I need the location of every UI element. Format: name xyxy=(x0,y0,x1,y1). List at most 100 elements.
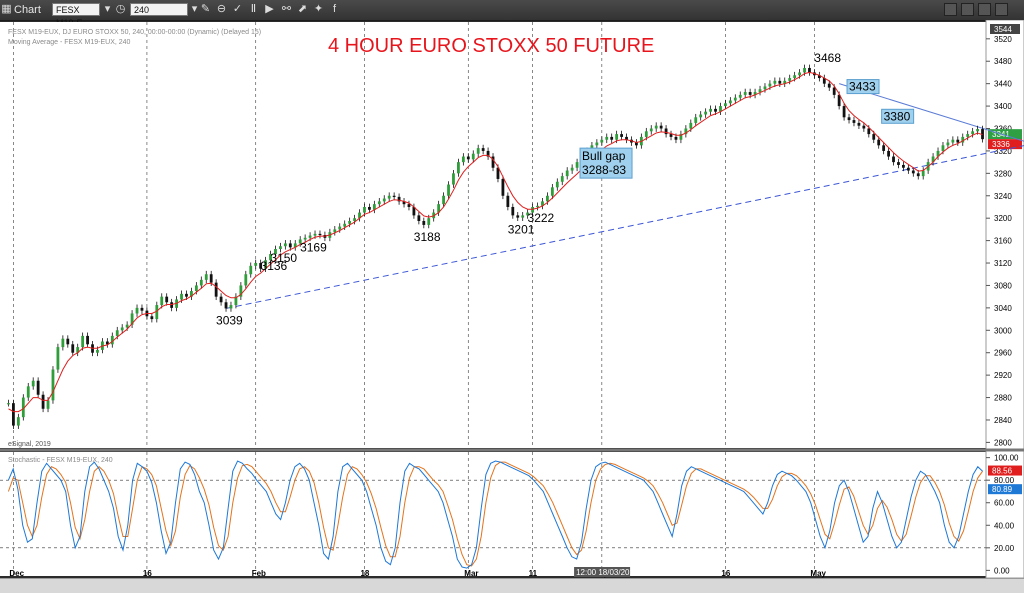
price-bar xyxy=(180,293,183,300)
price-bar xyxy=(313,233,317,236)
price-bar xyxy=(575,162,579,168)
price-bar xyxy=(199,279,203,286)
price-bar xyxy=(733,97,737,101)
price-bar xyxy=(748,92,752,95)
price-bar xyxy=(625,136,628,140)
annotation-label: 3188 xyxy=(414,230,441,244)
price-legend: FESX M19-EUX, DJ EURO STOXX 50, 240, 00:… xyxy=(8,29,261,36)
restore-button[interactable] xyxy=(978,3,991,16)
price-bar xyxy=(743,92,747,95)
price-bar xyxy=(684,128,688,135)
maximize-button[interactable] xyxy=(961,3,974,16)
chart-canvas[interactable]: Dec16Feb18Mar11Apr16May1612:00 18/03/201… xyxy=(0,20,1024,578)
interval-dropdown-icon[interactable]: ▾ xyxy=(191,3,198,15)
price-bar xyxy=(155,305,159,320)
price-bar xyxy=(981,129,984,140)
price-bar xyxy=(293,243,297,248)
price-bar xyxy=(714,108,717,112)
grid-icon[interactable]: ▦ xyxy=(1,3,12,15)
price-bar xyxy=(882,145,886,151)
price-bar xyxy=(842,106,846,118)
price-bar xyxy=(496,167,500,179)
price-bar xyxy=(694,117,698,123)
price-bar xyxy=(615,134,619,140)
status-bar xyxy=(0,578,1024,593)
price-bar xyxy=(906,167,910,171)
minimize-button[interactable] xyxy=(944,3,957,16)
price-bar xyxy=(110,335,114,345)
y-tick-label: 3080 xyxy=(994,281,1012,290)
symbol-input[interactable]: FESX M19-E xyxy=(52,3,100,28)
price-bar xyxy=(12,403,15,426)
price-bar xyxy=(185,293,188,297)
check-icon[interactable]: ✓ xyxy=(232,3,243,15)
price-bar xyxy=(827,83,831,88)
x-tick-label: Dec xyxy=(9,569,24,578)
price-bar xyxy=(279,246,282,250)
stoch-y-tick-label: 80.00 xyxy=(994,476,1015,485)
price-bar xyxy=(946,142,950,146)
price-bar xyxy=(214,282,218,297)
stoch-y-tick-label: 0.00 xyxy=(994,566,1010,575)
clock-icon[interactable]: ◷ xyxy=(115,3,126,15)
zoom-out-icon[interactable]: ⊖ xyxy=(216,3,227,15)
price-bar xyxy=(96,349,99,353)
price-bar xyxy=(481,148,485,151)
price-bar xyxy=(249,265,253,275)
close-button[interactable] xyxy=(995,3,1008,16)
esignal-logo: eSignal, 2019 xyxy=(8,441,51,448)
price-bar xyxy=(61,338,65,348)
x-tick-label: Mar xyxy=(464,569,478,578)
price-bar xyxy=(728,100,732,104)
price-bar xyxy=(36,380,40,395)
price-bar xyxy=(348,220,352,224)
price-bar xyxy=(689,122,693,129)
chart-title: 4 HOUR EURO STOXX 50 FUTURE xyxy=(328,35,654,57)
price-bar xyxy=(778,80,782,84)
price-bar xyxy=(649,128,653,132)
pause-icon[interactable]: Ⅱ xyxy=(250,3,257,15)
y-tick-label: 3200 xyxy=(994,214,1012,223)
price-bar xyxy=(877,139,881,146)
price-bar xyxy=(654,125,658,129)
price-bar xyxy=(397,196,401,202)
twitter-icon[interactable]: ✦ xyxy=(313,3,324,15)
y-tick-label: 3240 xyxy=(994,192,1012,201)
draw-tool-icon[interactable]: ✎ xyxy=(200,3,211,15)
price-bar xyxy=(763,86,767,90)
price-bar xyxy=(511,206,515,216)
price-bar xyxy=(892,156,895,163)
y-tick-label: 3040 xyxy=(994,304,1012,313)
price-bar xyxy=(382,198,386,202)
price-bar xyxy=(190,291,193,297)
price-bar xyxy=(353,218,356,221)
price-bar xyxy=(546,195,549,202)
annotation-label: 3150 xyxy=(270,251,297,265)
price-bar xyxy=(669,134,673,137)
play-icon[interactable]: ▶ xyxy=(265,3,274,15)
symbol-search-icon[interactable]: ▾ xyxy=(104,3,111,15)
price-bar xyxy=(471,153,475,160)
annotation-label: 3222 xyxy=(528,211,555,225)
price-bar xyxy=(793,75,797,79)
link-icon[interactable]: ⚯ xyxy=(281,3,292,15)
price-bar xyxy=(160,296,164,306)
annotation-label: 3201 xyxy=(508,223,535,237)
price-bar xyxy=(941,145,945,151)
y-tick-label: 3520 xyxy=(994,35,1012,44)
price-bar xyxy=(333,229,337,233)
price-bar xyxy=(71,344,75,353)
price-bar xyxy=(753,92,757,95)
interval-input[interactable]: 240 xyxy=(130,3,188,16)
annotation-label: 3136 xyxy=(261,259,288,273)
share-icon[interactable]: ⬈ xyxy=(297,3,308,15)
price-bar xyxy=(26,386,30,398)
price-bar xyxy=(931,156,935,163)
facebook-icon[interactable]: f xyxy=(332,3,337,15)
y-tick-label: 2840 xyxy=(994,416,1012,425)
price-bar xyxy=(288,243,292,248)
price-bar xyxy=(674,136,678,140)
price-bar xyxy=(115,330,119,336)
ma-price-label: 3336 xyxy=(992,140,1010,149)
